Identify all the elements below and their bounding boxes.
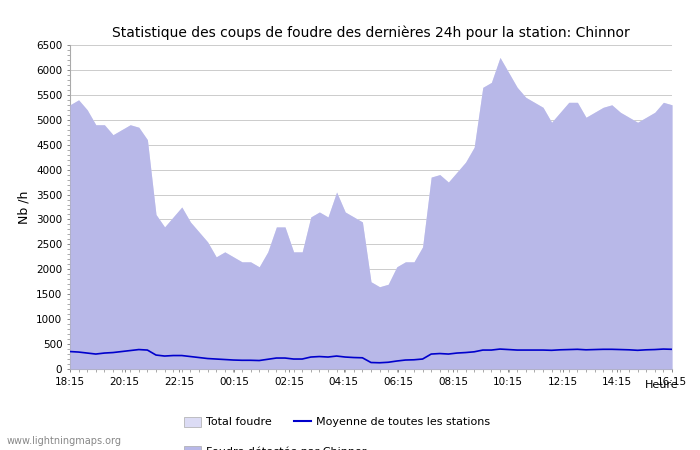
Title: Statistique des coups de foudre des dernières 24h pour la station: Chinnor: Statistique des coups de foudre des dern… xyxy=(112,25,630,40)
Text: www.lightningmaps.org: www.lightningmaps.org xyxy=(7,436,122,446)
Y-axis label: Nb /h: Nb /h xyxy=(18,190,31,224)
Legend: Foudre détectée par Chinnor: Foudre détectée par Chinnor xyxy=(184,446,367,450)
Text: Heure: Heure xyxy=(645,380,679,390)
